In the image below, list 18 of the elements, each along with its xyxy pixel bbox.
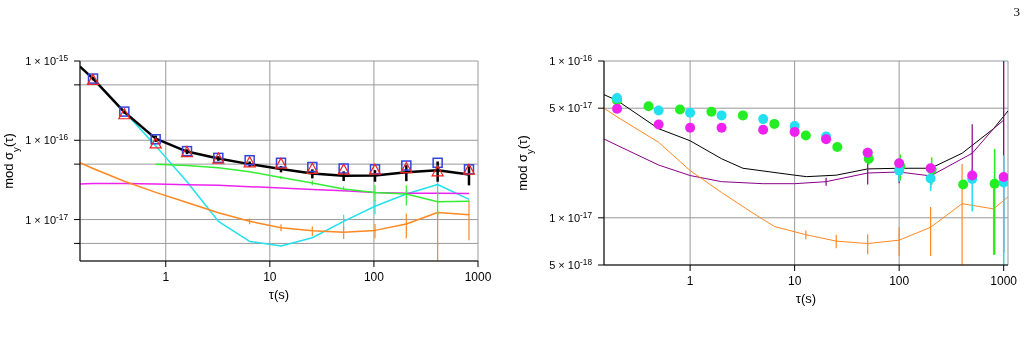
- y-tick-label: 1 × 10$^{-17}$: [25, 212, 69, 226]
- x-tick-label: 10: [263, 270, 277, 284]
- x-tick-label: 1: [686, 274, 694, 288]
- y-tick-label: 5 × 10$^{-18}$: [549, 257, 593, 271]
- x-tick-label: 1000: [464, 270, 492, 284]
- x-axis-title: τ(s): [268, 287, 290, 302]
- y-tick-label: 1 × 10$^{-16}$: [549, 53, 593, 67]
- y-tick-label: 1 × 10$^{-16}$: [25, 132, 69, 147]
- y-tick-label: 5 × 10$^{-17}$: [549, 100, 593, 115]
- y-tick-label: 1 × 10$^{-17}$: [549, 210, 593, 224]
- x-tick-label: 100: [889, 274, 910, 288]
- y-tick-label: 1 × 10$^{-15}$: [25, 53, 69, 67]
- x-tick-label: 1000: [990, 274, 1018, 288]
- x-tick-label: 10: [787, 274, 802, 288]
- x-axis-title: τ(s): [795, 291, 817, 306]
- text: 3: [1013, 4, 1020, 20]
- x-tick-label: 100: [363, 270, 385, 284]
- x-tick-label: 1: [162, 270, 170, 284]
